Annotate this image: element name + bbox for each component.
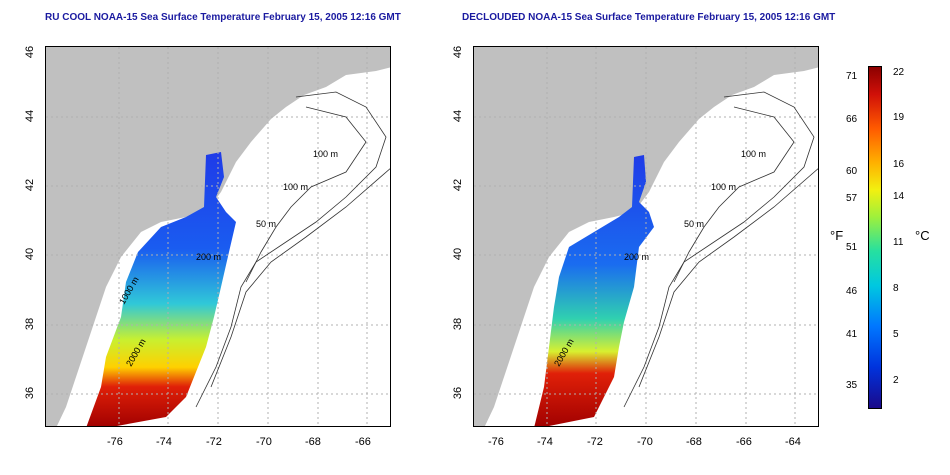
temperature-colorbar bbox=[868, 66, 882, 409]
y-tick-label: 44 bbox=[452, 109, 464, 123]
celsius-tick: 5 bbox=[893, 329, 899, 340]
land-mass bbox=[474, 47, 818, 426]
land-mass bbox=[46, 47, 390, 426]
x-tick-label: -72 bbox=[206, 436, 222, 448]
sst-data-region bbox=[534, 155, 654, 426]
fahrenheit-unit-label: °F bbox=[830, 228, 844, 243]
fahrenheit-tick: 71 bbox=[846, 71, 858, 82]
fahrenheit-tick: 46 bbox=[846, 286, 858, 297]
x-tick-label: -66 bbox=[736, 436, 752, 448]
y-tick-label: 46 bbox=[24, 45, 36, 59]
grid-lines bbox=[474, 47, 818, 426]
x-tick-label: -66 bbox=[355, 436, 371, 448]
y-tick-label: 42 bbox=[24, 178, 36, 192]
fahrenheit-tick: 35 bbox=[846, 380, 858, 391]
y-tick-label: 40 bbox=[452, 247, 464, 261]
y-tick-label: 36 bbox=[452, 386, 464, 400]
x-tick-label: -68 bbox=[686, 436, 702, 448]
x-tick-label: -70 bbox=[637, 436, 653, 448]
celsius-tick: 14 bbox=[893, 191, 905, 202]
contour-label: 50 m bbox=[256, 219, 276, 229]
x-tick-label: -64 bbox=[785, 436, 801, 448]
contour-label: 100 m bbox=[741, 149, 766, 159]
right-map-title: DECLOUDED NOAA-15 Sea Surface Temperatur… bbox=[462, 12, 836, 23]
grid-lines bbox=[46, 47, 390, 426]
celsius-unit-label: °C bbox=[915, 228, 930, 243]
y-tick-label: 38 bbox=[24, 317, 36, 331]
right-sst-map: 100 m 100 m 50 m 200 m 2000 m bbox=[473, 46, 819, 427]
celsius-tick: 8 bbox=[893, 283, 899, 294]
x-tick-label: -76 bbox=[107, 436, 123, 448]
celsius-tick: 16 bbox=[893, 159, 905, 170]
bathymetry-contours bbox=[623, 91, 818, 408]
contour-label: 100 m bbox=[283, 182, 308, 192]
y-tick-label: 42 bbox=[452, 178, 464, 192]
fahrenheit-tick: 41 bbox=[846, 329, 858, 340]
bathymetry-contours bbox=[195, 91, 390, 408]
x-tick-label: -68 bbox=[305, 436, 321, 448]
x-tick-label: -74 bbox=[537, 436, 553, 448]
contour-label: 100 m bbox=[711, 182, 736, 192]
y-tick-label: 40 bbox=[24, 247, 36, 261]
fahrenheit-tick: 51 bbox=[846, 242, 858, 253]
y-tick-label: 44 bbox=[24, 109, 36, 123]
y-tick-label: 38 bbox=[452, 317, 464, 331]
right-map-graphic: 100 m 100 m 50 m 200 m 2000 m bbox=[474, 47, 818, 426]
left-sst-map: 100 m 100 m 50 m 200 m 2000 m 1000 m bbox=[45, 46, 391, 427]
celsius-tick: 19 bbox=[893, 112, 905, 123]
x-tick-label: -72 bbox=[587, 436, 603, 448]
contour-label: 100 m bbox=[313, 149, 338, 159]
sst-data-region bbox=[86, 152, 236, 426]
left-map-graphic: 100 m 100 m 50 m 200 m 2000 m 1000 m bbox=[46, 47, 390, 426]
fahrenheit-tick: 57 bbox=[846, 193, 858, 204]
x-tick-label: -74 bbox=[156, 436, 172, 448]
fahrenheit-tick: 66 bbox=[846, 114, 858, 125]
x-tick-label: -70 bbox=[256, 436, 272, 448]
contour-label: 200 m bbox=[196, 252, 221, 262]
celsius-tick: 2 bbox=[893, 375, 899, 386]
x-tick-label: -76 bbox=[488, 436, 504, 448]
celsius-tick: 22 bbox=[893, 67, 905, 78]
left-map-title: RU COOL NOAA-15 Sea Surface Temperature … bbox=[45, 12, 401, 23]
celsius-tick: 11 bbox=[893, 237, 904, 248]
contour-label: 50 m bbox=[684, 219, 704, 229]
contour-label: 200 m bbox=[624, 252, 649, 262]
y-tick-label: 46 bbox=[452, 45, 464, 59]
fahrenheit-tick: 60 bbox=[846, 166, 858, 177]
y-tick-label: 36 bbox=[24, 386, 36, 400]
